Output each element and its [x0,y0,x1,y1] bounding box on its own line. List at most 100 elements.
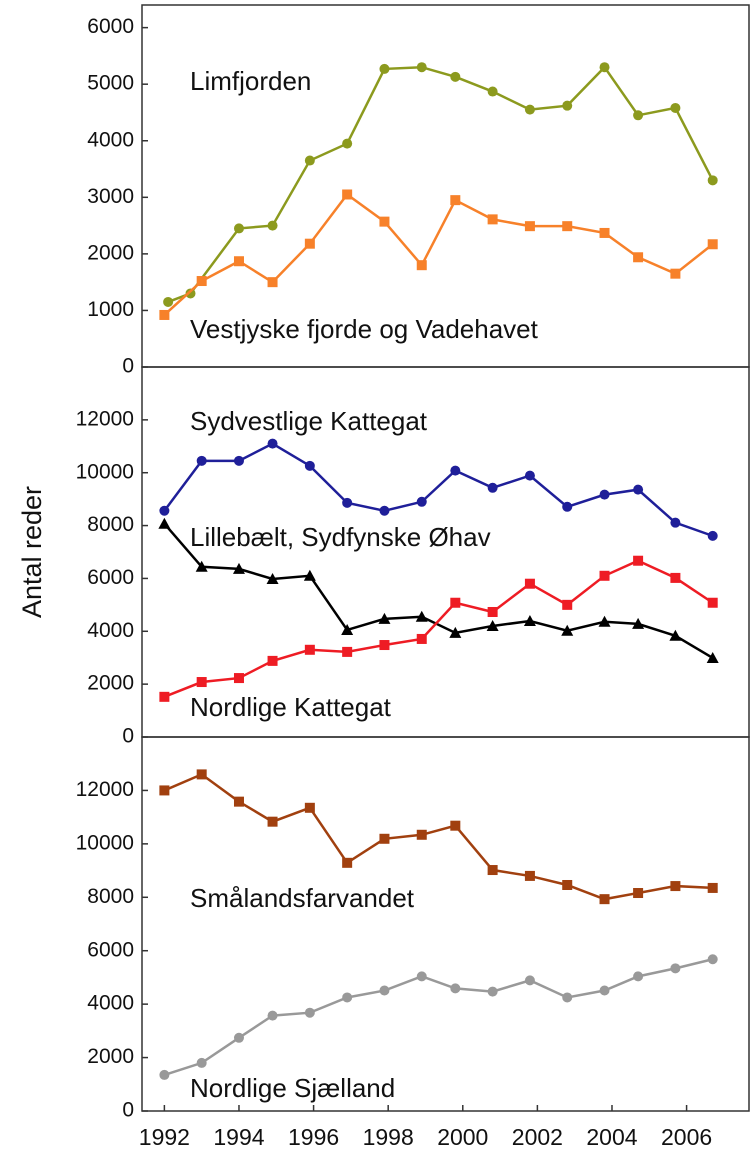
marker [342,646,353,657]
marker [523,614,536,626]
marker [450,820,461,831]
marker [379,505,390,516]
marker [416,829,427,840]
marker [267,816,278,827]
marker [707,882,718,893]
x-tick-label: 1998 [363,1124,414,1150]
marker [416,260,427,271]
marker [524,221,535,232]
x-tick-label: 2000 [437,1124,488,1150]
marker [449,626,462,638]
marker [450,983,461,994]
y-tick-label: 2000 [87,1045,134,1068]
y-tick-label: 1000 [87,298,134,321]
y-tick-label: 6000 [87,15,134,38]
series-line [163,442,714,538]
y-tick-label: 0 [122,725,134,748]
y-tick-label: 2000 [87,672,134,695]
marker [599,894,610,905]
marker [266,572,279,584]
x-tick-label: 1996 [288,1124,339,1150]
series-label: Smålandsfarvandet [190,883,415,913]
marker [633,555,644,566]
x-tick-label: 1992 [139,1124,190,1150]
marker [561,624,574,636]
marker [524,104,535,115]
series-label: Sydvestlige Kattegat [190,406,428,436]
marker [598,615,611,627]
marker [416,971,427,982]
x-tick-label: 2002 [512,1124,563,1150]
marker [233,1032,244,1043]
marker [633,110,644,121]
marker [599,489,610,500]
marker [670,517,681,528]
marker [304,460,315,471]
series-line [163,192,714,316]
marker [450,195,461,206]
marker [450,597,461,608]
marker [633,971,644,982]
marker [633,484,644,495]
marker [304,155,315,166]
marker [303,569,316,581]
y-tick-label: 4000 [87,619,134,642]
marker [159,505,170,516]
y-tick-label: 0 [122,355,134,378]
marker [196,455,207,466]
x-tick-label: 1994 [213,1124,264,1150]
marker [669,629,682,641]
y-tick-label: 3000 [87,185,134,208]
marker [707,954,718,965]
marker [670,572,681,583]
marker [304,802,315,813]
y-tick-label: 4000 [87,992,134,1015]
plot-frame [141,4,750,368]
marker [670,881,681,892]
marker [524,578,535,589]
marker [487,214,498,225]
marker [379,833,390,844]
marker [562,221,573,232]
marker [158,517,171,529]
marker [267,1010,278,1021]
series-label: Nordlige Kattegat [190,692,392,722]
plot-frame [141,736,750,1112]
marker [633,888,644,899]
marker [232,562,245,574]
marker [196,769,207,780]
marker [342,992,353,1003]
marker [233,673,244,684]
marker [267,220,278,231]
marker [670,963,681,974]
marker [304,644,315,655]
marker [487,86,498,97]
marker [633,252,644,263]
marker [196,677,207,688]
marker [487,482,498,493]
marker [342,497,353,508]
marker [486,620,499,631]
y-tick-label: 12000 [76,407,134,430]
marker [707,530,718,541]
marker [196,276,207,287]
marker [707,239,718,250]
marker [706,651,719,663]
series-label: Limfjorden [190,66,311,96]
series-label: Nordlige Sjælland [190,1073,395,1103]
series-line [167,65,714,304]
y-axis-label: Antal reder [17,486,47,618]
marker [562,501,573,512]
marker [599,62,610,73]
y-tick-label: 8000 [87,885,134,908]
marker [415,610,428,622]
marker [267,277,278,288]
marker [599,985,610,996]
marker [342,189,353,200]
marker [267,655,278,666]
y-tick-label: 4000 [87,128,134,151]
y-tick-label: 6000 [87,938,134,961]
marker [670,268,681,279]
marker [304,1007,315,1018]
